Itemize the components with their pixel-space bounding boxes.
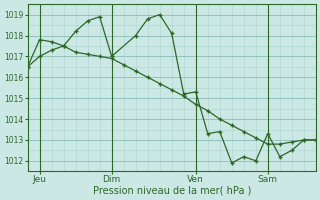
- X-axis label: Pression niveau de la mer( hPa ): Pression niveau de la mer( hPa ): [92, 186, 251, 196]
